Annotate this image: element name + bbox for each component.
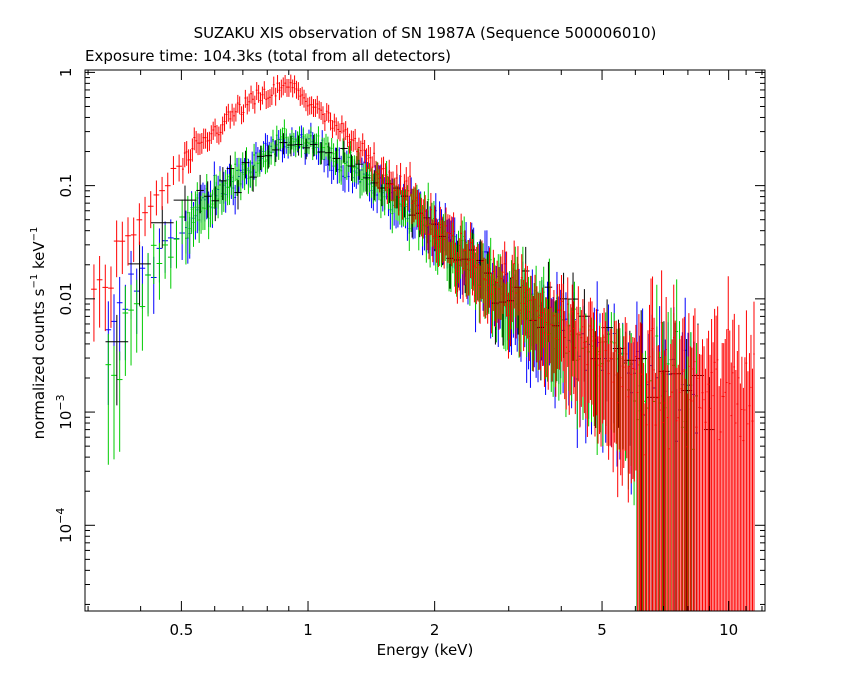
y-axis-label-sup1: −1: [29, 274, 40, 289]
x-tick-label: 0.5: [169, 621, 193, 639]
y-tick-label-base: 10: [57, 524, 75, 543]
y-tick-label: 0.1: [57, 174, 75, 198]
y-axis-label-base: normalized counts s: [30, 288, 48, 439]
x-tick-label: 2: [430, 621, 440, 639]
plot-frame: [84, 69, 766, 612]
x-tick-label: 1: [303, 621, 313, 639]
chart-title: SUZAKU XIS observation of SN 1987A (Sequ…: [194, 24, 657, 42]
y-tick-label-base: 10: [57, 411, 75, 430]
chart-subtitle: Exposure time: 104.3ks (total from all d…: [85, 47, 451, 65]
data-series-layer: [91, 74, 755, 611]
spectrum-series: [91, 74, 755, 611]
x-tick-label: 10: [719, 621, 738, 639]
x-tick-label: 5: [597, 621, 607, 639]
y-axis-label-sup2: −1: [29, 227, 40, 242]
y-tick-label-exp: −4: [54, 508, 67, 524]
y-tick-label-exp: −3: [54, 394, 67, 410]
y-tick-label: 1: [57, 68, 75, 78]
y-axis-label: normalized counts s−1 keV−1: [29, 227, 48, 440]
x-axis-label: Energy (keV): [377, 641, 474, 659]
y-tick-label: 10−4: [54, 508, 75, 543]
y-axis-label-mid: keV: [30, 241, 48, 274]
y-tick-label: 0.01: [57, 282, 75, 315]
y-tick-label: 10−3: [54, 394, 75, 429]
